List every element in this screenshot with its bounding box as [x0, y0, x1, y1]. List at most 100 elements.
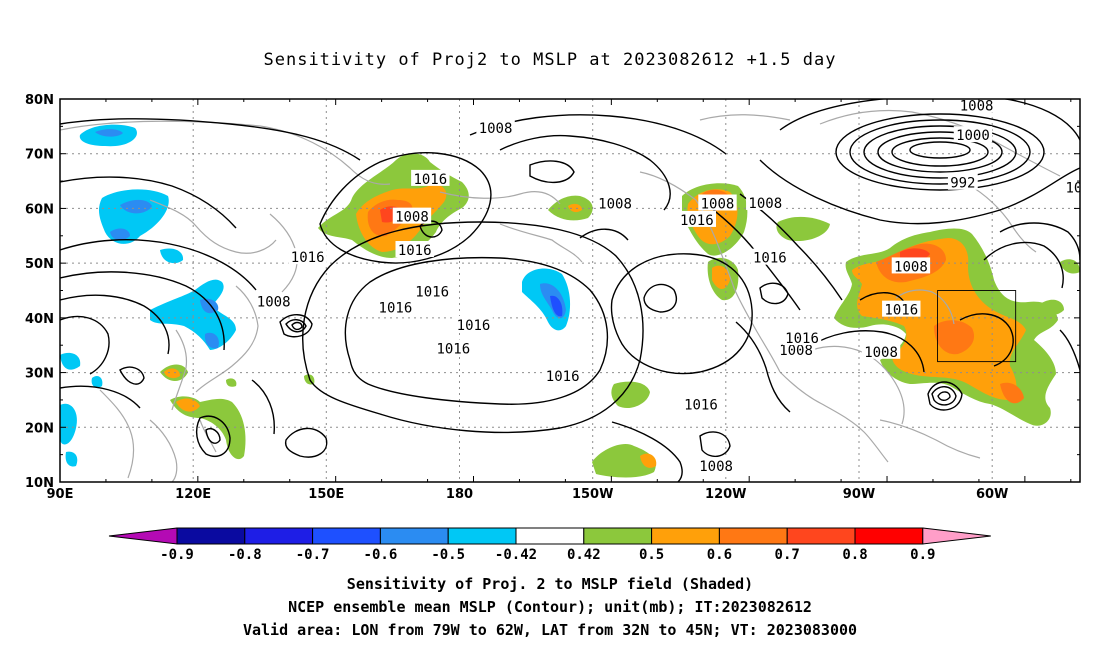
- contour-label-background: [392, 207, 432, 224]
- contour-label: 1016: [546, 369, 580, 385]
- lat-label: 50N: [25, 257, 54, 272]
- colorbar-bin: [651, 527, 720, 545]
- contour-label-background: [861, 342, 901, 359]
- contour-label-background: [776, 341, 816, 358]
- contour-label: 1008: [864, 345, 898, 361]
- contour-label: 1008: [701, 197, 735, 213]
- colorbar-label: -0.6: [364, 547, 398, 563]
- contour-label-background: [595, 194, 635, 211]
- lon-label: 180: [446, 487, 473, 502]
- footer-line-valid-area: Valid area: LON from 79W to 62W, LAT fro…: [242, 621, 858, 639]
- contour-label-background: [476, 118, 515, 135]
- colorbar-extend-high: [922, 527, 991, 545]
- lat-label: 80N: [25, 93, 54, 108]
- colorbar-bin: [583, 527, 653, 545]
- colorbar-bin: [786, 527, 856, 545]
- contour-label-background: [681, 395, 721, 412]
- colorbar-label: -0.42: [495, 547, 537, 563]
- contour-label: 1008: [395, 210, 429, 226]
- contour-label-background: [746, 193, 785, 210]
- lon-label: 60W: [976, 487, 1008, 502]
- colorbar-label: 0.9: [910, 547, 935, 563]
- colorbar-label: 0.6: [707, 547, 732, 563]
- contour-label-background: [288, 248, 327, 265]
- colorbar-bin: [312, 527, 381, 545]
- lat-label: 30N: [25, 367, 54, 382]
- colorbar-bin: [447, 527, 517, 545]
- chart-title: Sensitivity of Proj2 to MSLP at 20230826…: [263, 50, 837, 70]
- colorbar-label: -0.7: [296, 547, 330, 563]
- contour-label: 1016: [684, 397, 718, 413]
- colorbar: -0.9 -0.8 -0.7 -0.6 -0.5 -0.42 0.42 0.5 0.6 0.7 0.…: [108, 527, 991, 563]
- contour-label: 1016: [415, 285, 449, 301]
- contour-label: 1016: [753, 251, 787, 267]
- colorbar-label: -0.8: [228, 547, 262, 563]
- lat-label: 20N: [25, 421, 54, 436]
- colorbar-extend-low: [108, 527, 178, 545]
- contour-label: 1008: [748, 196, 782, 212]
- contour-label: 1008: [257, 294, 291, 310]
- contour-label: 1008: [960, 99, 994, 115]
- colorbar-label: 0.5: [639, 547, 664, 563]
- lat-lon-grid: [60, 99, 1080, 482]
- lat-label: 60N: [25, 202, 54, 217]
- contour-label: 1008: [894, 259, 928, 275]
- footer-line-shading: Sensitivity of Proj. 2 to MSLP field (Sh…: [346, 575, 754, 593]
- contour-label: 1016: [436, 341, 470, 357]
- contour-label-background: [957, 99, 996, 113]
- contour-label: 992: [950, 176, 975, 192]
- colorbar-bin: [515, 527, 585, 545]
- lon-label: 90W: [843, 487, 875, 502]
- footer-line-contour: NCEP ensemble mean MSLP (Contour); unit(…: [288, 598, 812, 616]
- contour-label: 1016: [379, 300, 413, 316]
- lon-label: 150W: [572, 487, 613, 502]
- contour-label: 1016: [884, 303, 918, 319]
- contour-label-background: [1063, 178, 1080, 195]
- colorbar-bin: [176, 527, 246, 545]
- colorbar-bin: [718, 527, 788, 545]
- lon-label: 90E: [47, 487, 74, 502]
- longitude-labels: 90E 120E 150E 180 150W 120W 90W 60W: [47, 487, 1009, 502]
- contour-label-background: [395, 241, 434, 258]
- contour-label: 1008: [479, 121, 513, 137]
- lon-label: 150E: [308, 487, 344, 502]
- colorbar-label: 0.7: [775, 547, 800, 563]
- contour-label-background: [782, 329, 822, 346]
- contour-label-background: [698, 194, 737, 211]
- lat-label: 10N: [25, 476, 54, 491]
- contour-label: 1008: [779, 343, 813, 359]
- contour-label: 1016: [413, 172, 447, 188]
- contour-label: 1016: [1065, 181, 1099, 197]
- contour-label: 1008: [699, 459, 733, 475]
- contour-label-background: [434, 339, 473, 356]
- colorbar-bin: [244, 527, 314, 545]
- colorbar-bin: [379, 527, 449, 545]
- contour-label: 1008: [598, 197, 632, 213]
- contour-label: 1016: [680, 213, 714, 229]
- contour-label: 1000: [956, 128, 990, 144]
- contour-label-background: [882, 300, 921, 317]
- contour-label-background: [412, 282, 452, 299]
- mslp-contours: [60, 99, 1080, 482]
- contour-label-background: [953, 126, 993, 143]
- contour-label-background: [454, 315, 493, 332]
- contour-label-background: [677, 210, 717, 227]
- contour-label: 1016: [785, 331, 819, 347]
- negative-sensitivity-shading: [60, 124, 571, 467]
- colorbar-label: 0.8: [842, 547, 867, 563]
- lat-label: 40N: [25, 312, 54, 327]
- contour-label: 1016: [457, 318, 491, 334]
- contour-label-background: [376, 298, 415, 315]
- lat-label: 70N: [25, 148, 54, 163]
- colorbar-bin: [854, 527, 924, 545]
- lon-label: 120W: [705, 487, 746, 502]
- contour-label-background: [411, 169, 450, 186]
- colorbar-label: 0.42: [567, 547, 601, 563]
- lon-label: 120E: [175, 487, 211, 502]
- contour-label-background: [543, 366, 582, 383]
- colorbar-label: -0.9: [160, 547, 194, 563]
- latitude-labels: 80N 70N 60N 50N 40N 30N 20N 10N: [25, 93, 54, 491]
- contour-label: 1016: [398, 243, 432, 259]
